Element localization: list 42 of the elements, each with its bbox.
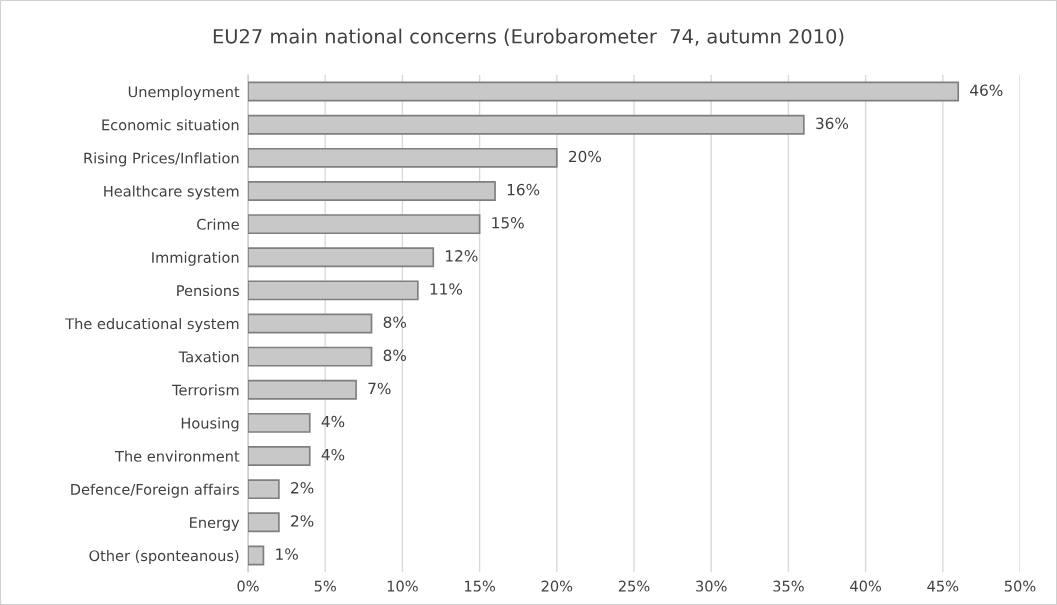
- data-label: 46%: [970, 84, 1003, 96]
- y-tick-label: Economic situation: [102, 119, 239, 131]
- y-tick-label: Unemployment: [128, 86, 240, 101]
- y-tick-label: Crime: [197, 218, 239, 230]
- x-tick-label: 20%: [541, 580, 573, 592]
- x-tick-label: 40%: [850, 580, 881, 592]
- data-label: 2%: [291, 515, 314, 527]
- data-label: 8%: [383, 316, 407, 328]
- data-label: 36%: [816, 117, 849, 130]
- x-tick-label: 25%: [618, 580, 650, 592]
- y-tick-label: Immigration: [152, 251, 239, 266]
- data-label: 2%: [291, 482, 314, 494]
- data-label: 20%: [569, 150, 602, 163]
- y-tick-label: Taxation: [178, 351, 239, 363]
- y-tick-label: Energy: [190, 517, 240, 531]
- data-label: 4%: [321, 415, 345, 428]
- data-label: 4%: [321, 448, 345, 461]
- y-tick-label: Pensions: [177, 284, 239, 297]
- y-tick-label: Terrorism: [172, 384, 239, 396]
- data-label: 7%: [368, 382, 391, 395]
- data-label: 16%: [507, 183, 540, 196]
- x-tick-label: 45%: [927, 580, 959, 592]
- y-tick-label: The educational system: [65, 317, 239, 333]
- y-tick-label: Other (sponteanous): [89, 549, 239, 565]
- chart-title: EU27 main national concerns (Eurobarometer 74, autumn 2010): [213, 28, 844, 46]
- data-label: 8%: [383, 349, 407, 362]
- x-tick-label: 30%: [696, 580, 727, 592]
- data-label: 1%: [276, 548, 298, 560]
- x-tick-label: 10%: [387, 580, 418, 592]
- x-tick-label: 5%: [314, 580, 336, 592]
- x-tick-label: 50%: [1004, 580, 1036, 592]
- y-tick-label: Defence/Foreign affairs: [71, 483, 239, 498]
- data-label: 12%: [446, 250, 478, 262]
- data-label: 11%: [430, 283, 463, 295]
- y-tick-label: Rising Prices/Inflation: [84, 152, 239, 167]
- y-tick-label: Housing: [181, 417, 239, 432]
- y-tick-label: The environment: [115, 450, 240, 462]
- x-tick-label: 15%: [465, 580, 495, 592]
- y-tick-label: Healthcare system: [104, 185, 239, 200]
- x-tick-label: 0%: [237, 580, 259, 592]
- data-label: 15%: [492, 216, 524, 229]
- x-tick-label: 35%: [773, 580, 804, 592]
